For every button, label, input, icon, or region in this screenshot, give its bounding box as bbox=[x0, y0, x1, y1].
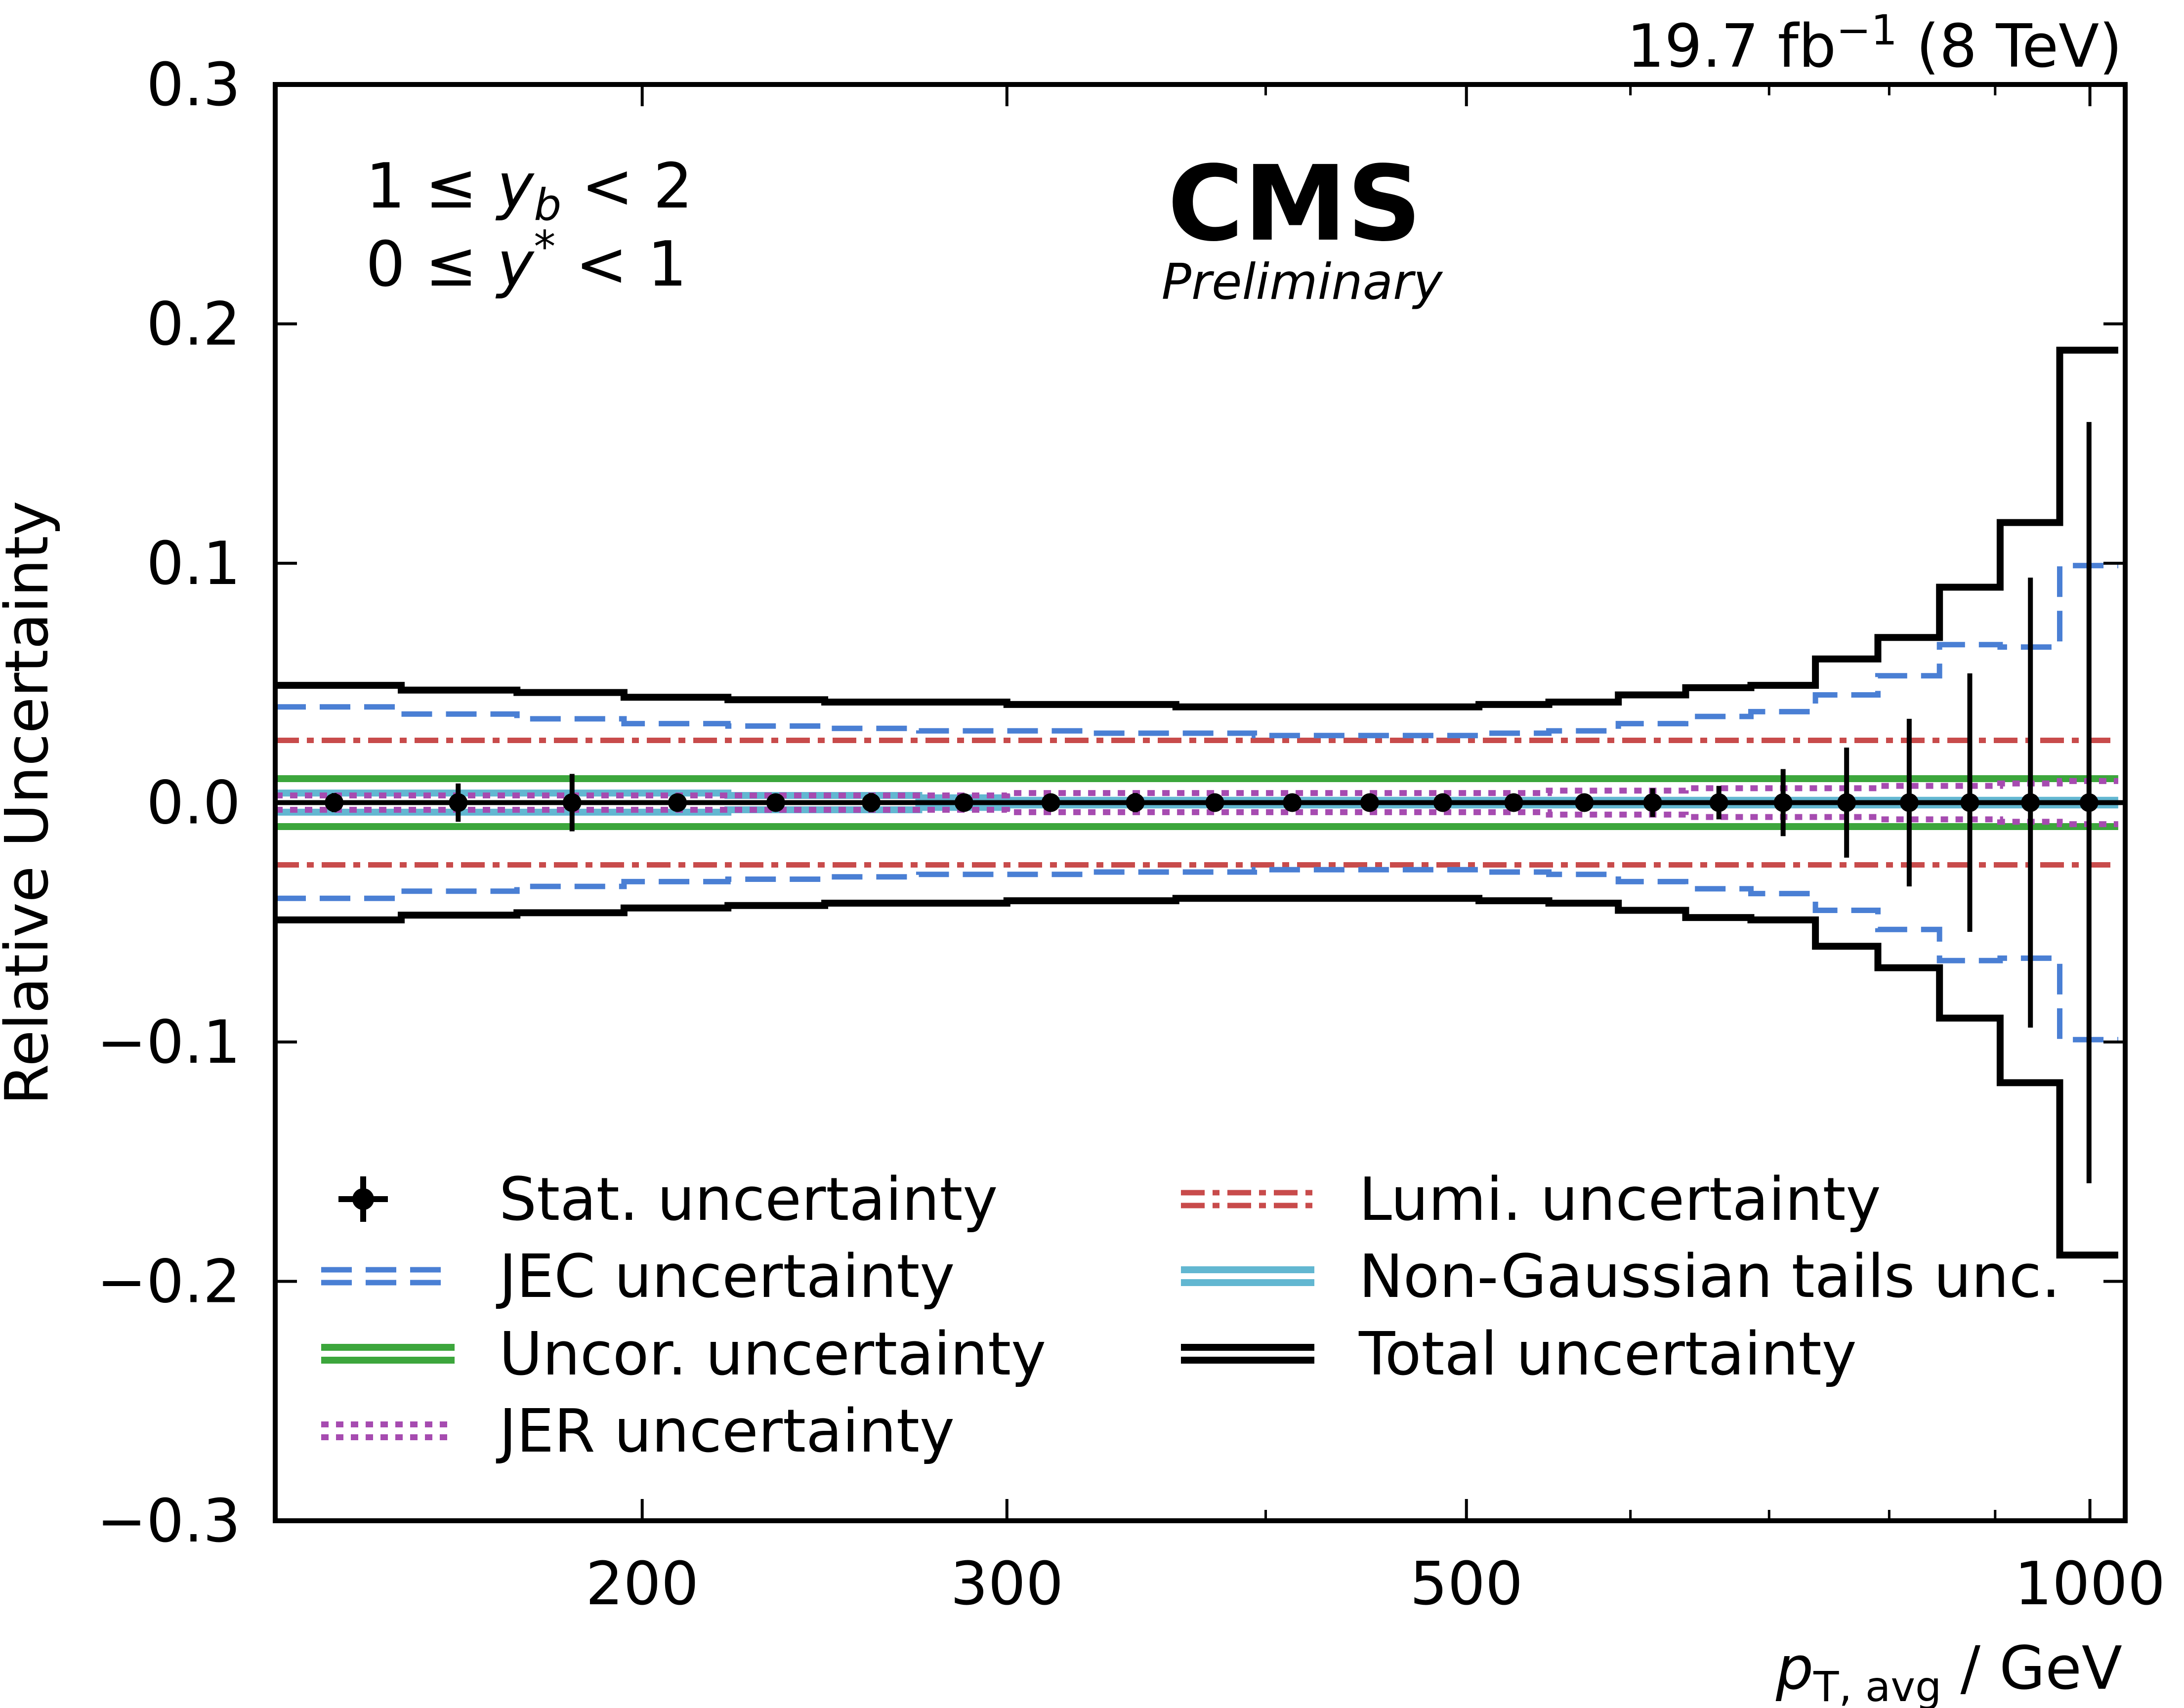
total-series bbox=[275, 346, 2118, 1259]
legend: Stat. uncertainty JEC uncertainty Uncor. u… bbox=[321, 1166, 2060, 1466]
stat-data-point bbox=[862, 793, 881, 812]
stat-data-point bbox=[954, 793, 973, 812]
y-tick-label: −0.3 bbox=[97, 1487, 241, 1556]
x-tick-label: 200 bbox=[586, 1550, 699, 1619]
stat-data-point bbox=[1041, 793, 1060, 812]
legend-label-uncor: Uncor. uncertainty bbox=[499, 1320, 1046, 1389]
stat-series bbox=[319, 422, 2104, 1183]
status-label: Preliminary bbox=[1162, 253, 1443, 311]
legend-label-lumi: Lumi. uncertainty bbox=[1359, 1166, 1881, 1234]
jec-upper-step bbox=[275, 563, 2118, 739]
stat-data-point bbox=[562, 793, 582, 812]
stat-data-point bbox=[1205, 793, 1224, 812]
stat-data-point bbox=[1960, 793, 1979, 812]
y-tick-label: 0.2 bbox=[146, 291, 241, 359]
legend-label-jec: JEC uncertainty bbox=[496, 1243, 955, 1311]
y-tick-label: 0.3 bbox=[146, 51, 241, 120]
stat-data-point bbox=[2021, 793, 2040, 812]
stat-data-point bbox=[325, 793, 344, 812]
region-label-yb: 1 ≤ yb < 2 bbox=[366, 150, 693, 230]
region-label-ystar: 0 ≤ y* < 1 bbox=[366, 221, 687, 300]
y-tick-label: 0.0 bbox=[146, 769, 241, 838]
legend-label-total: Total uncertainty bbox=[1358, 1320, 1857, 1389]
stat-data-point bbox=[668, 793, 687, 812]
stat-data-point bbox=[1433, 793, 1452, 812]
lumi-series bbox=[275, 738, 2118, 868]
stat-data-point bbox=[1773, 793, 1793, 812]
total-lower-step bbox=[275, 895, 2118, 1259]
stat-data-point bbox=[1837, 793, 1856, 812]
legend-label-stat: Stat. uncertainty bbox=[499, 1166, 998, 1234]
legend-label-nongauss: Non-Gaussian tails unc. bbox=[1359, 1243, 2060, 1311]
axis-tick-labels: −0.3 −0.2 −0.1 0.0 0.1 0.2 0.3 200 300 500 1000 bbox=[97, 51, 2166, 1619]
x-axis-label: pT, avg / GeV bbox=[1775, 1634, 2122, 1708]
stat-data-point bbox=[1899, 793, 1919, 812]
lumi-energy-label: 19.7 fb−1 (8 TeV) bbox=[1627, 6, 2122, 81]
y-tick-label: −0.1 bbox=[97, 1008, 241, 1077]
x-tick-label: 500 bbox=[1410, 1550, 1523, 1619]
y-tick-label: −0.2 bbox=[97, 1248, 241, 1317]
x-tick-label: 1000 bbox=[2015, 1550, 2165, 1619]
experiment-logo-text: CMS bbox=[1168, 143, 1422, 264]
stat-data-point bbox=[1360, 793, 1379, 812]
legend-stat-marker bbox=[352, 1188, 374, 1210]
axis-ticks bbox=[275, 83, 2125, 1522]
uncor-series bbox=[275, 775, 2118, 830]
x-tick-label: 300 bbox=[950, 1550, 1063, 1619]
total-upper-step bbox=[275, 346, 2118, 710]
jec-lower-step bbox=[275, 867, 2118, 1042]
stat-data-point bbox=[1709, 793, 1728, 812]
stat-data-point bbox=[1575, 793, 1594, 812]
stat-data-point bbox=[1504, 793, 1523, 812]
stat-data-point bbox=[1643, 793, 1662, 812]
y-axis-label: Relative Uncertainty bbox=[0, 500, 62, 1105]
stat-data-point bbox=[1126, 793, 1145, 812]
stat-data-point bbox=[449, 793, 468, 812]
legend-label-jer: JER uncertainty bbox=[496, 1397, 955, 1466]
stat-data-point bbox=[2079, 793, 2099, 812]
stat-data-point bbox=[1283, 793, 1302, 812]
y-tick-label: 0.1 bbox=[146, 530, 241, 598]
stat-data-point bbox=[766, 793, 785, 812]
jec-series bbox=[275, 563, 2118, 1042]
